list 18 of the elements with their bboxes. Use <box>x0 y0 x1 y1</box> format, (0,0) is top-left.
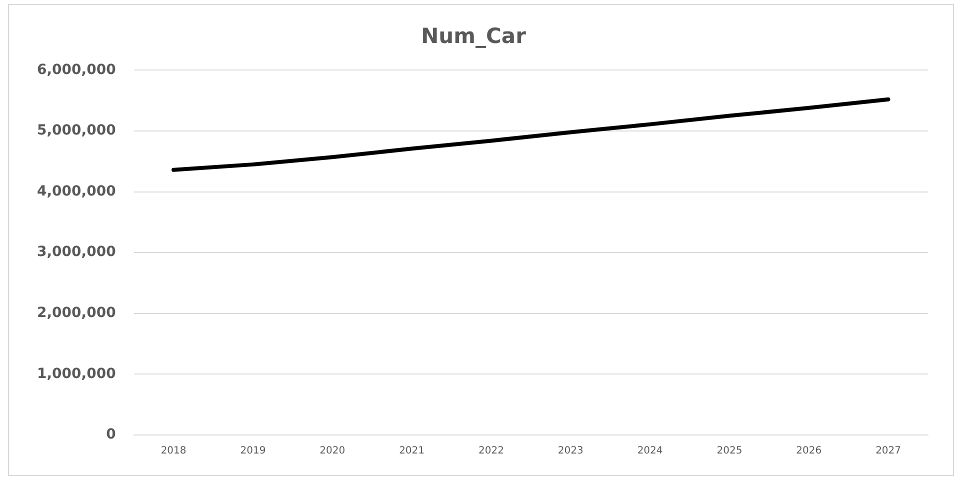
x-tick-label: 2026 <box>796 446 822 457</box>
x-tick-label: 2021 <box>399 446 425 457</box>
x-tick-label: 2020 <box>320 446 346 457</box>
x-tick-label: 2027 <box>876 446 902 457</box>
x-tick-label: 2022 <box>478 446 504 457</box>
x-tick-label: 2019 <box>240 446 266 457</box>
y-tick-label: 2,000,000 <box>36 305 116 322</box>
y-tick-label: 5,000,000 <box>36 122 116 139</box>
y-tick-label: 1,000,000 <box>36 366 116 382</box>
y-tick-label: 4,000,000 <box>36 183 116 200</box>
x-tick-label: 2024 <box>637 446 663 457</box>
x-tick-label: 2023 <box>558 446 584 457</box>
y-tick-label: 0 <box>106 426 116 443</box>
x-tick-label: 2025 <box>716 446 742 457</box>
y-tick-label: 6,000,000 <box>36 62 116 78</box>
x-tick-label: 2018 <box>160 446 186 457</box>
y-tick-label: 3,000,000 <box>36 244 116 260</box>
chart-title: Num_Car <box>421 24 527 48</box>
